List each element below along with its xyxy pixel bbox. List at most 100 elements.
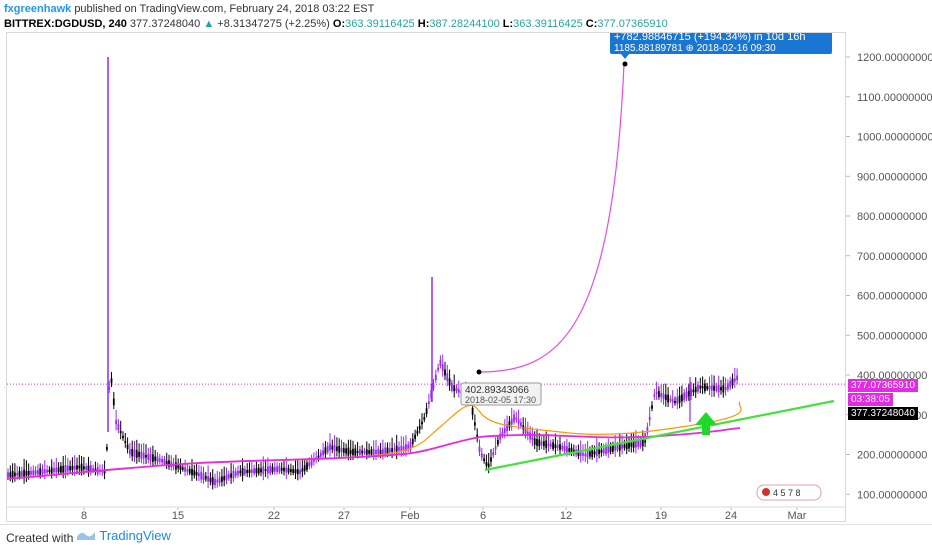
candle-body bbox=[129, 449, 131, 455]
candle-body bbox=[418, 425, 421, 430]
candle-body bbox=[89, 465, 92, 473]
brand-label: TradingView bbox=[99, 528, 171, 543]
candle-body bbox=[655, 391, 658, 394]
candle-body bbox=[476, 434, 479, 439]
candle-body bbox=[540, 441, 543, 446]
candle-body bbox=[310, 459, 313, 466]
candle-body bbox=[618, 443, 621, 451]
candle-body bbox=[520, 422, 522, 427]
candle-body bbox=[126, 444, 129, 449]
candle-body bbox=[296, 469, 299, 475]
candle-body bbox=[646, 427, 649, 433]
anchor-tooltip-bg bbox=[460, 382, 542, 406]
events-badge: 4 5 7 8 bbox=[756, 484, 822, 501]
current-price-tag: 377.07365910 bbox=[848, 379, 918, 392]
candle-body bbox=[53, 468, 55, 473]
candle-body bbox=[117, 424, 120, 431]
y-tick-label: 200.00000000 bbox=[857, 450, 927, 462]
price-axis[interactable]: 1200.00000000 1100.00000000 1000.00000000 9… bbox=[846, 52, 932, 501]
candle-body bbox=[7, 472, 9, 478]
chart-area[interactable]: 1200.00000000 1100.00000000 1000.00000000 9… bbox=[0, 30, 932, 524]
candle-body bbox=[736, 375, 738, 381]
candle-body bbox=[276, 466, 278, 473]
candle-body bbox=[267, 466, 269, 474]
symbol-label[interactable]: BITTREX:DGDUSD, 240 bbox=[4, 18, 127, 30]
published-text: published on TradingView.com, February 2… bbox=[74, 3, 375, 15]
candle-body bbox=[483, 458, 485, 462]
candle-body bbox=[692, 389, 695, 393]
candle-body bbox=[140, 451, 143, 459]
candle-body bbox=[715, 385, 718, 391]
candle-body bbox=[377, 448, 380, 456]
candle-body bbox=[632, 440, 635, 448]
candle-body bbox=[623, 444, 626, 448]
projection-tooltip-bg bbox=[610, 30, 832, 54]
candle-body bbox=[191, 468, 193, 476]
candle-body bbox=[16, 472, 19, 476]
candle-body bbox=[727, 383, 729, 390]
candle-body bbox=[115, 420, 117, 425]
candle-body bbox=[92, 468, 94, 472]
tradingview-brand[interactable]: TradingView bbox=[76, 528, 171, 543]
y-tick-label: 900.00000000 bbox=[857, 171, 927, 183]
candle-body bbox=[262, 466, 265, 475]
candle-body bbox=[152, 454, 154, 462]
candle-body bbox=[384, 447, 387, 455]
candle-body bbox=[398, 447, 400, 451]
candle-body bbox=[273, 467, 276, 472]
candle-body bbox=[246, 469, 249, 473]
candle-body bbox=[94, 468, 97, 472]
candle-body bbox=[365, 449, 368, 455]
candle-body bbox=[717, 384, 720, 393]
candle-body bbox=[570, 447, 573, 454]
x-tick-label: Mar bbox=[788, 510, 807, 522]
anchor-price-label: 402.89343066 bbox=[465, 385, 529, 396]
candle-body bbox=[667, 394, 669, 403]
candle-body bbox=[110, 378, 113, 384]
candle-body bbox=[290, 469, 292, 473]
candle-body bbox=[87, 465, 90, 472]
candle-body bbox=[674, 400, 676, 404]
candle-body bbox=[76, 465, 78, 470]
candle-body bbox=[704, 383, 706, 392]
candle-body bbox=[515, 417, 518, 420]
candle-body bbox=[644, 440, 646, 443]
candle-body bbox=[485, 462, 488, 466]
candle-body bbox=[584, 453, 587, 457]
candle-body bbox=[50, 467, 53, 474]
candle-body bbox=[324, 447, 327, 455]
candle-body bbox=[184, 467, 186, 472]
candle-body bbox=[354, 448, 357, 456]
candle-body bbox=[513, 414, 515, 423]
candle-body bbox=[478, 446, 481, 452]
candle-body bbox=[538, 439, 541, 447]
candle-body bbox=[64, 465, 67, 473]
candle-body bbox=[545, 440, 548, 449]
candle-body bbox=[202, 473, 205, 481]
candle-body bbox=[211, 477, 214, 485]
candle-body bbox=[393, 448, 396, 451]
candle-body bbox=[533, 438, 536, 445]
candle-body bbox=[71, 465, 74, 471]
y-tick-label: 1000.00000000 bbox=[857, 132, 932, 144]
author-link[interactable]: fxgreenhawk bbox=[4, 3, 72, 15]
candle-body bbox=[595, 448, 598, 457]
candle-body bbox=[83, 466, 85, 470]
candle-body bbox=[41, 469, 44, 475]
candle-body bbox=[69, 466, 71, 471]
candle-body bbox=[616, 445, 619, 450]
candle-body bbox=[280, 467, 283, 471]
candle-body bbox=[497, 439, 499, 445]
candle-body bbox=[43, 469, 46, 474]
candle-body bbox=[630, 442, 633, 447]
candle-body bbox=[526, 431, 529, 435]
candle-body bbox=[55, 467, 58, 473]
candle-body bbox=[708, 385, 711, 390]
candle-body bbox=[582, 453, 584, 456]
candle-body bbox=[474, 422, 476, 426]
x-tick-label: 12 bbox=[560, 510, 572, 522]
candle-body bbox=[244, 469, 246, 475]
time-axis[interactable]: 8 15 22 27 Feb 6 12 19 24 Mar bbox=[7, 506, 845, 522]
candle-body bbox=[345, 448, 347, 454]
candle-body bbox=[46, 469, 48, 473]
